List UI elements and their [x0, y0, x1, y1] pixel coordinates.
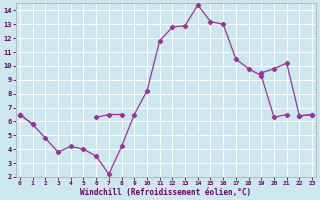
- X-axis label: Windchill (Refroidissement éolien,°C): Windchill (Refroidissement éolien,°C): [80, 188, 252, 197]
